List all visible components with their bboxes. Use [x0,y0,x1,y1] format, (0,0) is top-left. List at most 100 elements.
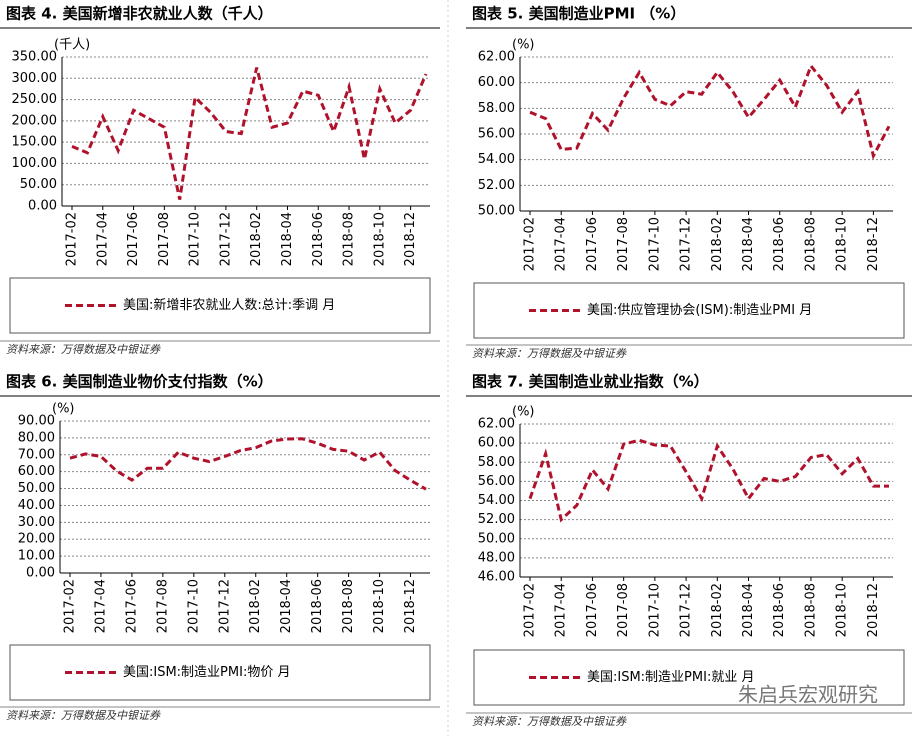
y-tick-label: 70.00 [18,447,55,462]
x-tick-label: 2017-08 [616,217,631,271]
y-tick-label: 80.00 [18,430,55,445]
source-note: 资料来源：万得数据及中银证券 [6,343,161,356]
x-tick-label: 2018-08 [341,579,356,633]
x-tick-label: 2017-08 [616,583,631,637]
x-tick-label: 2017-06 [585,217,600,271]
x-tick-label: 2017-04 [95,212,110,266]
y-tick-label: 54.00 [478,152,515,167]
x-tick-label: 2017-06 [126,212,141,266]
legend-box [9,644,431,701]
x-tick-label: 2018-10 [835,217,850,271]
x-tick-label: 2017-10 [186,579,201,633]
x-tick-label: 2017-02 [523,583,538,637]
x-tick-label: 2018-10 [372,212,387,266]
x-tick-label: 2018-12 [866,583,881,637]
y-unit-label: (%) [52,402,75,417]
y-tick-label: 60.00 [478,75,515,90]
x-tick-label: 2017-02 [523,217,538,271]
y-tick-label: 50.00 [20,177,57,192]
x-tick-label: 2017-08 [157,212,172,266]
x-tick-label: 2018-12 [866,217,881,271]
x-tick-label: 2017-02 [65,212,80,266]
x-tick-label: 2017-12 [679,583,694,637]
x-tick-label: 2018-06 [311,212,326,266]
chart-title: 图表 6. 美国制造业物价支付指数（%） [6,373,273,391]
x-tick-label: 2018-12 [403,212,418,266]
y-tick-label: 350.00 [12,50,58,65]
y-unit-label: (%) [512,38,535,53]
x-tick-label: 2018-08 [803,583,818,637]
data-line [529,63,891,161]
x-tick-label: 2017-12 [217,579,232,633]
y-unit-label: (千人) [54,38,90,53]
y-tick-label: 60.00 [18,464,55,479]
x-tick-label: 2018-02 [249,212,264,266]
x-tick-label: 2018-02 [710,583,725,637]
x-tick-label: 2017-02 [63,579,78,633]
watermark: 朱启兵宏观研究 [738,683,878,707]
y-tick-label: 200.00 [12,113,58,128]
y-tick-label: 48.00 [478,550,515,565]
y-tick-label: 54.00 [478,493,515,508]
y-tick-label: 90.00 [18,414,55,429]
y-unit-label: (%) [512,405,535,420]
source-note: 资料来源：万得数据及中银证券 [472,715,627,728]
y-tick-label: 20.00 [18,532,55,547]
y-tick-label: 300.00 [12,71,58,86]
x-tick-label: 2018-06 [310,579,325,633]
data-line [528,438,889,523]
y-tick-label: 0.00 [26,566,55,581]
y-tick-label: 250.00 [12,92,58,107]
x-tick-label: 2018-02 [710,217,725,271]
x-tick-label: 2018-04 [741,583,756,637]
chart-title: 图表 4. 美国新增非农就业人数（千人） [6,5,273,23]
y-tick-label: 10.00 [18,549,55,564]
y-tick-label: 56.00 [478,474,515,489]
x-tick-label: 2018-08 [803,217,818,271]
legend-label: 美国:ISM:制造业PMI:就业 月 [587,670,754,685]
x-tick-label: 2017-12 [679,217,694,271]
y-tick-label: 62.00 [478,50,515,65]
y-tick-label: 52.00 [478,178,515,193]
x-tick-label: 2018-06 [772,583,787,637]
x-tick-label: 2018-12 [403,579,418,633]
y-tick-label: 56.00 [478,127,515,142]
x-tick-label: 2017-10 [647,583,662,637]
y-tick-label: 0.00 [28,199,57,214]
data-line [69,437,427,491]
x-tick-label: 2018-04 [741,217,756,271]
y-tick-label: 100.00 [12,156,58,171]
y-tick-label: 58.00 [478,455,515,470]
x-tick-label: 2018-02 [248,579,263,633]
x-tick-label: 2017-04 [554,217,569,271]
y-tick-label: 60.00 [478,436,515,451]
data-line [71,67,428,200]
x-tick-label: 2018-10 [835,583,850,637]
x-tick-label: 2017-12 [218,212,233,266]
source-note: 资料来源：万得数据及中银证券 [6,709,161,722]
x-tick-label: 2018-04 [280,212,295,266]
x-tick-label: 2018-06 [772,217,787,271]
chart-title: 图表 5. 美国制造业PMI （%） [472,5,685,23]
legend-box [473,282,905,339]
x-tick-label: 2017-04 [554,583,569,637]
x-tick-label: 2017-08 [155,579,170,633]
chart-title: 图表 7. 美国制造业就业指数（%） [472,373,709,391]
source-note: 资料来源：万得数据及中银证券 [472,347,627,360]
legend-label: 美国:ISM:制造业PMI:物价 月 [123,665,290,680]
y-tick-label: 30.00 [18,515,55,530]
legend-box [9,277,431,334]
y-tick-label: 50.00 [478,204,515,219]
x-tick-label: 2017-06 [124,579,139,633]
legend-label: 美国:新增非农就业人数:总计:季调 月 [123,297,335,313]
x-tick-label: 2018-10 [372,579,387,633]
y-tick-label: 150.00 [12,135,58,150]
x-tick-label: 2018-04 [279,579,294,633]
x-tick-label: 2017-04 [93,579,108,633]
legend-box [473,649,905,706]
x-tick-label: 2017-10 [188,212,203,266]
legend-label: 美国:供应管理协会(ISM):制造业PMI 月 [587,302,812,318]
x-tick-label: 2017-10 [647,217,662,271]
x-tick-label: 2018-08 [342,212,357,266]
